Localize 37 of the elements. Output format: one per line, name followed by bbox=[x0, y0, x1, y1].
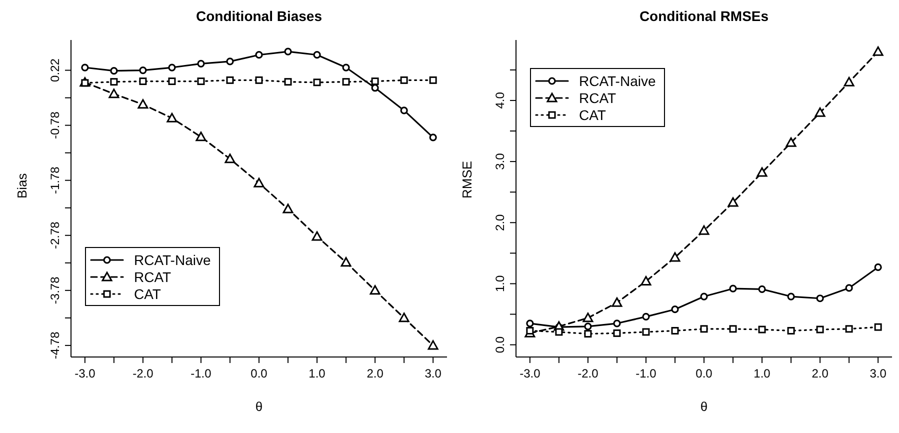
x-tick-label: -1.0 bbox=[190, 366, 212, 381]
y-tick-label: -3.78 bbox=[48, 276, 62, 304]
y-tick-label: -2.78 bbox=[48, 221, 62, 250]
x-tick-label: 1.0 bbox=[308, 366, 326, 381]
y-tick-label: 0.0 bbox=[493, 336, 507, 354]
y-axis-title: Bias bbox=[14, 172, 30, 198]
y-tick-label: 0.22 bbox=[48, 58, 62, 82]
x-tick-label: 3.0 bbox=[424, 366, 442, 381]
y-tick-label: 4.0 bbox=[493, 92, 507, 109]
legend-label: CAT bbox=[134, 286, 161, 302]
x-axis-title: θ bbox=[700, 399, 708, 414]
x-tick-label: 3.0 bbox=[870, 366, 887, 381]
x-tick-label: -3.0 bbox=[520, 366, 541, 381]
x-tick-label: 0.0 bbox=[250, 366, 268, 381]
x-tick-label: 2.0 bbox=[366, 366, 384, 381]
legend-label: CAT bbox=[579, 106, 606, 122]
x-axis-title: θ bbox=[255, 399, 263, 414]
legend-label: RCAT bbox=[134, 268, 172, 284]
y-tick-label: 3.0 bbox=[493, 152, 507, 170]
x-tick-label: -2.0 bbox=[132, 366, 154, 381]
x-tick-label: -1.0 bbox=[636, 366, 657, 381]
x-tick-label: 0.0 bbox=[696, 366, 713, 381]
legend-label: RCAT bbox=[579, 90, 616, 106]
y-tick-label: -0.78 bbox=[48, 111, 62, 139]
legend-label: RCAT-Naive bbox=[134, 252, 211, 268]
chart-title: Conditional RMSEs bbox=[638, 8, 770, 24]
y-tick-label: 2.0 bbox=[493, 214, 507, 231]
y-tick-label: -1.78 bbox=[48, 166, 62, 194]
x-tick-label: 1.0 bbox=[754, 366, 771, 381]
x-tick-label: 2.0 bbox=[812, 366, 829, 381]
x-tick-label: -2.0 bbox=[578, 366, 599, 381]
x-tick-label: -3.0 bbox=[74, 366, 96, 381]
legend-label: RCAT-Naive bbox=[579, 72, 656, 88]
chart-title: Conditional Biases bbox=[194, 8, 324, 24]
y-axis-title: RMSE bbox=[460, 160, 475, 198]
y-tick-label: -4.78 bbox=[48, 331, 62, 360]
y-tick-label: 1.0 bbox=[493, 275, 507, 292]
